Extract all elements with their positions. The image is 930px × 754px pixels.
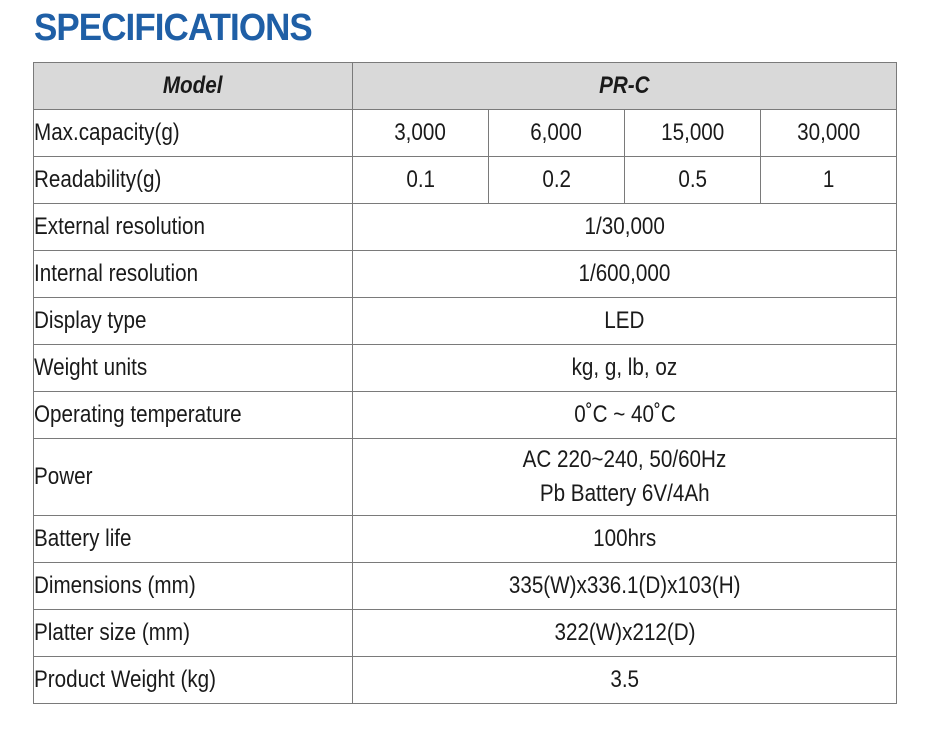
row-value: 0˚C ~ 40˚C bbox=[351, 391, 898, 439]
header-row: Model PR-C bbox=[33, 62, 898, 110]
table-row: Battery life 100hrs bbox=[33, 515, 898, 563]
capacity-value: 6,000 bbox=[488, 109, 625, 157]
model-value: PR-C bbox=[351, 62, 898, 110]
row-label: External resolution bbox=[33, 203, 353, 251]
capacity-value: 30,000 bbox=[759, 109, 898, 157]
row-value: 1/30,000 bbox=[351, 203, 898, 251]
readability-value: 0.1 bbox=[352, 156, 489, 204]
table-row: Internal resolution 1/600,000 bbox=[33, 250, 898, 298]
row-label: Platter size (mm) bbox=[33, 609, 353, 657]
capacity-value: 15,000 bbox=[624, 109, 761, 157]
row-label: Dimensions (mm) bbox=[33, 562, 353, 610]
table-row: Weight units kg, g, lb, oz bbox=[33, 344, 898, 392]
row-label: Product Weight (kg) bbox=[33, 656, 353, 704]
row-value: kg, g, lb, oz bbox=[351, 344, 898, 392]
row-value: 3.5 bbox=[351, 656, 898, 704]
row-label: Operating temperature bbox=[33, 391, 353, 439]
row-label: Max.capacity(g) bbox=[33, 109, 353, 157]
table-row: Readability(g) 0.1 0.2 0.5 1 bbox=[33, 156, 898, 204]
table-row: Product Weight (kg) 3.5 bbox=[33, 656, 898, 704]
row-value: LED bbox=[351, 297, 898, 345]
row-value: AC 220~240, 50/60Hz Pb Battery 6V/4Ah bbox=[351, 438, 898, 516]
readability-value: 1 bbox=[759, 156, 898, 204]
row-label: Readability(g) bbox=[33, 156, 353, 204]
table-row: Platter size (mm) 322(W)x212(D) bbox=[33, 609, 898, 657]
row-value: 1/600,000 bbox=[351, 250, 898, 298]
table-row: Display type LED bbox=[33, 297, 898, 345]
row-value: 322(W)x212(D) bbox=[351, 609, 898, 657]
table-row: Dimensions (mm) 335(W)x336.1(D)x103(H) bbox=[33, 562, 898, 610]
table-row: Operating temperature 0˚C ~ 40˚C bbox=[33, 391, 898, 439]
page-title: SPECIFICATIONS bbox=[34, 7, 313, 49]
row-value: 100hrs bbox=[351, 515, 898, 563]
capacity-value: 3,000 bbox=[352, 109, 489, 157]
table-row: External resolution 1/30,000 bbox=[33, 203, 898, 251]
row-label: Weight units bbox=[33, 344, 353, 392]
table-row: Power AC 220~240, 50/60Hz Pb Battery 6V/… bbox=[33, 438, 898, 516]
row-label: Internal resolution bbox=[33, 250, 353, 298]
readability-value: 0.5 bbox=[624, 156, 761, 204]
row-label: Display type bbox=[33, 297, 353, 345]
specifications-table: Model PR-C Max.capacity(g) 3,000 6,000 1… bbox=[33, 62, 898, 704]
row-label: Battery life bbox=[33, 515, 353, 563]
row-label: Power bbox=[33, 438, 353, 516]
table-row: Max.capacity(g) 3,000 6,000 15,000 30,00… bbox=[33, 109, 898, 157]
readability-value: 0.2 bbox=[488, 156, 625, 204]
model-header: Model bbox=[33, 62, 353, 110]
row-value: 335(W)x336.1(D)x103(H) bbox=[351, 562, 898, 610]
